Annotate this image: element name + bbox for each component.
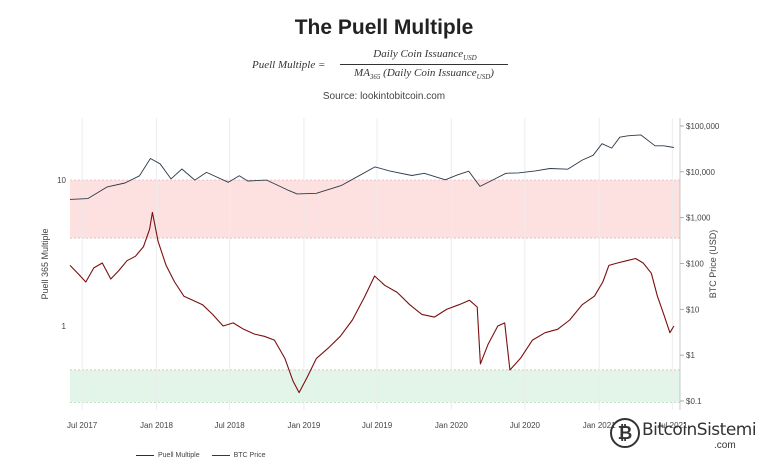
chart-title: The Puell Multiple xyxy=(294,16,474,39)
puell-formula: Puell Multiple = Daily Coin IssuanceUSD … xyxy=(0,48,768,84)
x-tick-label: Jan 2019 xyxy=(287,421,320,430)
right-tick-label: $100 xyxy=(686,259,704,268)
x-tick-label: Jan 2021 xyxy=(583,421,616,430)
right-axis-title: BTC Price (USD) xyxy=(708,230,718,299)
right-axis-ticks: $100,000 $10,000 $1,000 $100 $10 $1 $0.1 xyxy=(679,118,720,410)
x-axis-ticks: Jul 2017 Jan 2018 Jul 2018 Jan 2019 Jul 2019… xyxy=(67,421,688,430)
left-axis-ticks: 10 1 xyxy=(57,176,66,331)
logo-name: BitcoinSistemi xyxy=(642,420,757,440)
series-lines xyxy=(69,134,675,394)
x-tick-label: Jul 2021 xyxy=(657,421,688,430)
grid-lines xyxy=(81,118,673,410)
formula-denominator: MA365 (Daily Coin IssuanceUSD) xyxy=(354,67,494,82)
logo-domain: .com xyxy=(714,440,736,451)
puell-multiple-line xyxy=(69,211,675,394)
left-axis-title: Puell 365 Multiple xyxy=(40,228,50,299)
right-tick-label: $10 xyxy=(686,305,700,314)
right-tick-label: $1 xyxy=(686,351,695,360)
x-tick-label: Jul 2020 xyxy=(510,421,541,430)
legend-item-puell[interactable]: Puell Multiple xyxy=(136,452,200,459)
band-low xyxy=(70,369,680,403)
x-tick-label: Jan 2020 xyxy=(435,421,468,430)
right-tick-label: $1,000 xyxy=(686,214,711,223)
zone-bands xyxy=(70,179,680,403)
bitcoin-logo-icon: ₿ xyxy=(610,418,640,448)
right-tick-label: $100,000 xyxy=(686,122,720,131)
chart-source: Source: lookintobitcoin.com xyxy=(322,91,446,102)
band-high xyxy=(70,180,680,239)
x-tick-label: Jan 2018 xyxy=(140,421,173,430)
x-tick-label: Jul 2019 xyxy=(362,421,393,430)
right-tick-label: $0.1 xyxy=(686,397,702,406)
legend-item-btc[interactable]: BTC Price xyxy=(211,452,266,459)
formula-numerator: Daily Coin IssuanceUSD xyxy=(373,48,477,63)
legend-swatch-puell xyxy=(136,454,154,456)
left-tick-label: 1 xyxy=(62,322,67,331)
formula-fraction-bar xyxy=(340,64,508,65)
x-tick-label: Jul 2017 xyxy=(67,421,98,430)
formula-lhs: Puell Multiple = xyxy=(252,59,326,71)
chart-legend: Puell Multiple BTC Price xyxy=(136,452,276,459)
legend-swatch-btc xyxy=(211,454,230,456)
left-tick-label: 10 xyxy=(57,176,66,185)
x-tick-label: Jul 2018 xyxy=(214,421,245,430)
btc-price-line xyxy=(69,134,674,200)
site-logo: ₿ BitcoinSistemi .com xyxy=(610,416,760,460)
right-tick-label: $10,000 xyxy=(686,168,715,177)
